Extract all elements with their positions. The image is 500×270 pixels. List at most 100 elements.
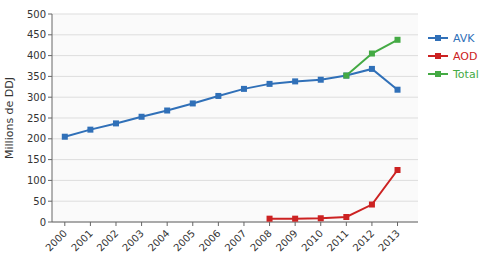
y-tick xyxy=(48,180,52,181)
y-tick-label: 450 xyxy=(27,29,46,40)
point xyxy=(164,108,170,114)
plot-area xyxy=(62,37,401,222)
series-line xyxy=(270,170,398,219)
x-tick xyxy=(295,222,296,226)
point xyxy=(62,134,68,140)
x-tick-label: 2005 xyxy=(171,228,197,254)
point xyxy=(318,215,324,221)
chart: 0501001502002503003504004505002000200120… xyxy=(0,0,500,270)
legend-label: Total xyxy=(452,68,479,81)
y-tick xyxy=(48,138,52,139)
x-tick xyxy=(269,222,270,226)
grid-line xyxy=(52,180,418,181)
grid-line xyxy=(52,118,418,119)
x-tick xyxy=(167,222,168,226)
x-tick-label: 2000 xyxy=(43,228,69,254)
grid-line xyxy=(52,159,418,160)
grid-line xyxy=(52,201,418,202)
point xyxy=(190,100,196,106)
x-tick-label: 2013 xyxy=(376,228,402,254)
grid-line xyxy=(52,138,418,139)
x-tick-label: 2010 xyxy=(299,228,325,254)
y-tick-label: 150 xyxy=(27,154,46,165)
x-tick xyxy=(397,222,398,226)
point xyxy=(113,120,119,126)
x-tick xyxy=(192,222,193,226)
point xyxy=(369,66,375,72)
point xyxy=(139,114,145,120)
y-tick xyxy=(48,118,52,119)
legend-label: AVK xyxy=(453,32,475,45)
point xyxy=(369,202,375,208)
point xyxy=(343,73,349,79)
y-tick-label: 100 xyxy=(27,175,46,186)
x-tick xyxy=(371,222,372,226)
y-axis-label: Millions de DDJ xyxy=(3,77,16,159)
x-tick-label: 2009 xyxy=(274,228,300,254)
x-tick-label: 2012 xyxy=(351,228,377,254)
grid-line xyxy=(52,97,418,98)
grid-line xyxy=(52,34,418,35)
point xyxy=(241,86,247,92)
y-tick xyxy=(48,159,52,160)
grid-line xyxy=(52,14,418,15)
y-tick xyxy=(48,97,52,98)
legend: AVK AOD Total xyxy=(428,32,479,81)
point xyxy=(343,214,349,220)
y-axis-line xyxy=(52,14,53,222)
series-line xyxy=(65,69,398,137)
legend-marker xyxy=(435,35,441,41)
x-tick xyxy=(243,222,244,226)
x-axis: 2000200120022003200420052006200720082009… xyxy=(43,222,402,253)
y-tick-label: 200 xyxy=(27,133,46,144)
y-tick-label: 400 xyxy=(27,50,46,61)
x-tick xyxy=(64,222,65,226)
x-tick-label: 2006 xyxy=(197,228,223,254)
x-tick-label: 2008 xyxy=(248,228,274,254)
legend-marker xyxy=(435,53,441,59)
plot-background xyxy=(52,14,418,222)
point xyxy=(395,167,401,173)
point xyxy=(395,37,401,43)
grid-line xyxy=(52,76,418,77)
grid-line xyxy=(52,55,418,56)
point xyxy=(369,51,375,57)
y-tick xyxy=(48,222,52,223)
y-tick xyxy=(48,76,52,77)
x-tick xyxy=(90,222,91,226)
point xyxy=(292,216,298,222)
point xyxy=(267,216,273,222)
x-tick-label: 2003 xyxy=(120,228,146,254)
x-tick-label: 2004 xyxy=(146,228,172,254)
point xyxy=(343,73,349,79)
y-tick-label: 250 xyxy=(27,113,46,124)
point xyxy=(395,87,401,93)
x-tick xyxy=(141,222,142,226)
series-line xyxy=(346,40,397,76)
x-tick-label: 2007 xyxy=(223,228,249,254)
x-tick xyxy=(218,222,219,226)
point xyxy=(267,81,273,87)
x-tick xyxy=(320,222,321,226)
y-tick-label: 350 xyxy=(27,71,46,82)
x-tick-label: 2011 xyxy=(325,228,351,254)
point xyxy=(215,93,221,99)
y-tick-label: 500 xyxy=(27,9,46,20)
x-tick xyxy=(115,222,116,226)
y-tick-label: 0 xyxy=(40,217,46,228)
grid-line xyxy=(52,222,418,223)
y-axis: 0 50 100 150 200 250 300 350 400 450 500 xyxy=(27,9,418,228)
y-tick xyxy=(48,55,52,56)
y-tick xyxy=(48,14,52,15)
y-tick-label: 50 xyxy=(33,196,46,207)
x-tick-label: 2001 xyxy=(69,228,95,254)
x-tick-label: 2002 xyxy=(95,228,121,254)
x-axis-line xyxy=(52,222,418,223)
legend-label: AOD xyxy=(453,50,477,63)
point xyxy=(87,127,93,133)
x-tick xyxy=(346,222,347,226)
y-tick-label: 300 xyxy=(27,92,46,103)
y-tick xyxy=(48,201,52,202)
point xyxy=(292,78,298,84)
y-tick xyxy=(48,34,52,35)
